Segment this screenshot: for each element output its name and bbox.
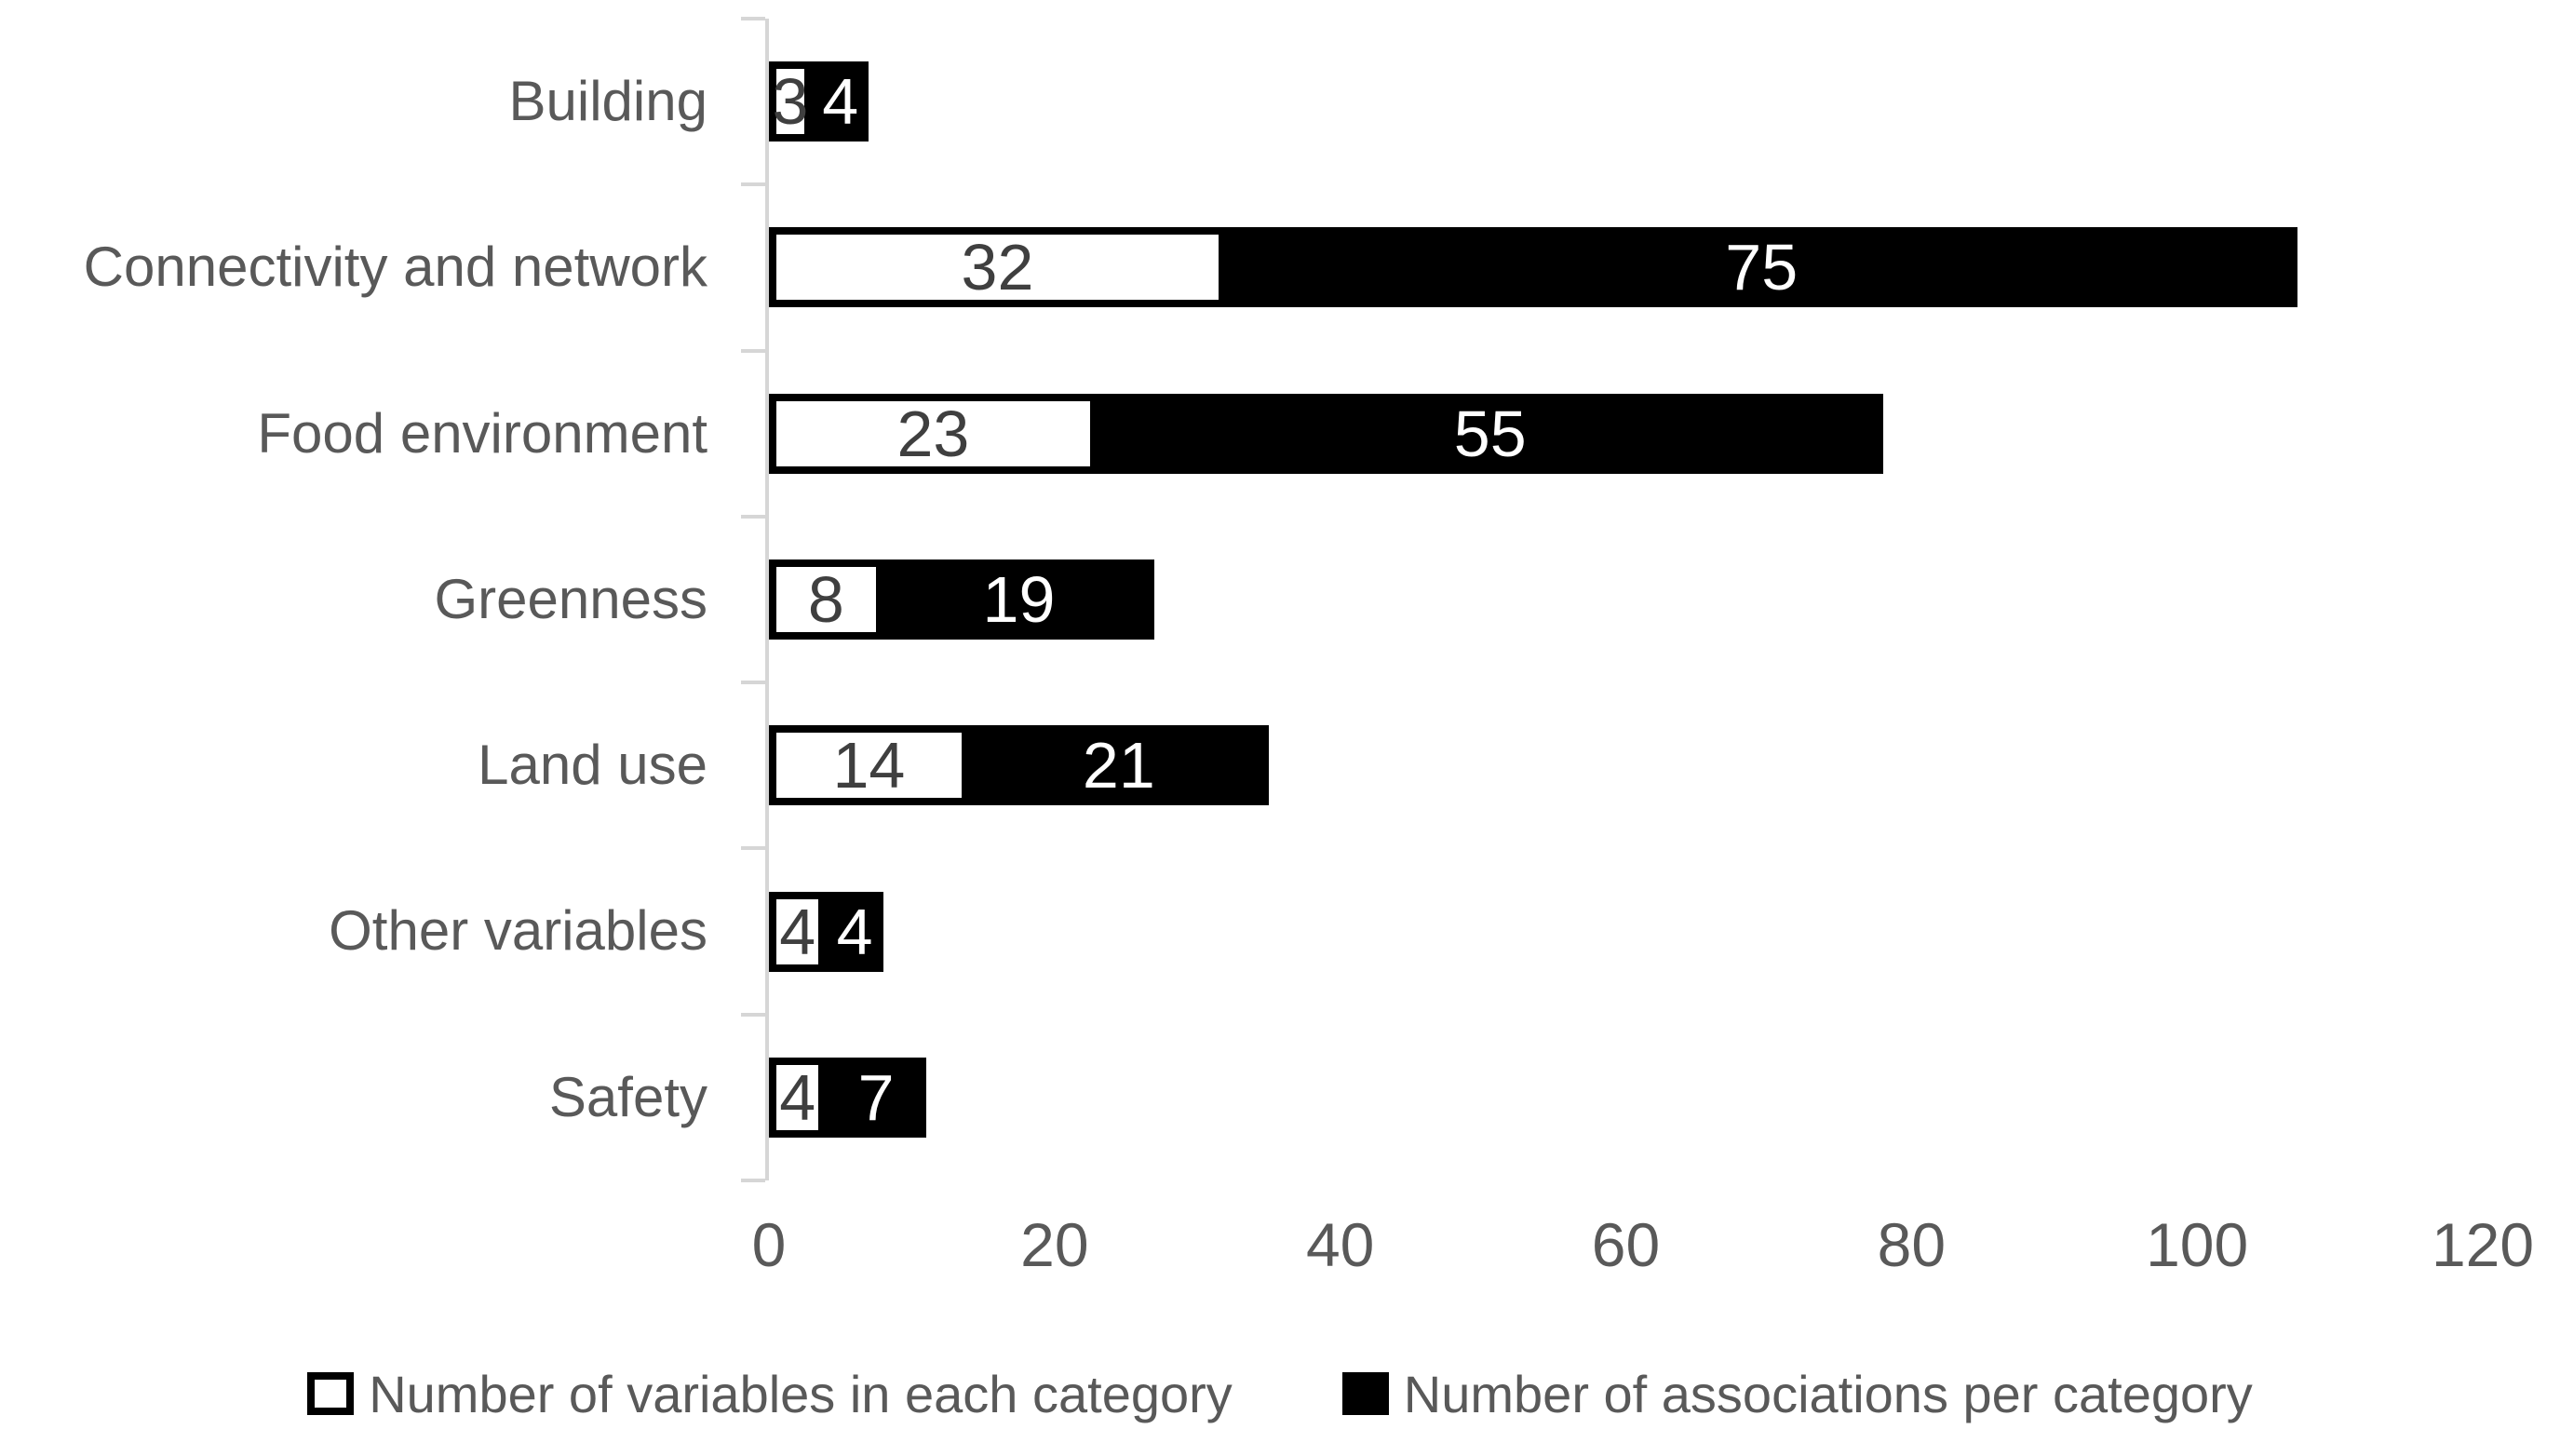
value-label: 7	[857, 1060, 895, 1134]
legend-swatch-variables-icon	[307, 1372, 355, 1415]
x-axis-tick-label: 40	[1305, 1210, 1375, 1279]
y-axis-tick-mark	[741, 514, 765, 519]
category-label: Safety	[548, 1065, 707, 1128]
value-label: 32	[961, 231, 1034, 304]
value-label: 23	[896, 397, 970, 470]
bar-segment-variables: 3	[769, 61, 813, 142]
bar-land-use: 14 21	[769, 725, 1269, 806]
value-label: 8	[807, 562, 844, 636]
x-axis-tick-label: 0	[751, 1210, 787, 1279]
value-label: 4	[779, 1060, 816, 1134]
y-axis-tick-mark	[741, 182, 765, 187]
y-axis-tick-mark	[741, 17, 765, 20]
chart-row: Land use 14 21	[0, 682, 2560, 848]
bar-segment-associations: 55	[1097, 393, 1883, 474]
bar-segment-variables: 8	[769, 559, 883, 640]
x-axis-tick-label: 20	[1020, 1210, 1089, 1279]
bar-segment-associations: 19	[883, 559, 1155, 640]
bar-segment-associations: 7	[826, 1057, 926, 1138]
chart-row: Connectivity and network 32 75	[0, 184, 2560, 350]
value-label: 75	[1725, 231, 1799, 304]
bar-segment-variables: 32	[769, 227, 1226, 308]
chart-row: Food environment 23 55	[0, 351, 2560, 517]
legend-label-associations: Number of associations per category	[1403, 1364, 2253, 1423]
category-label: Greenness	[434, 567, 708, 630]
bar-segment-associations: 4	[826, 891, 883, 972]
legend-item-variables: Number of variables in each category	[307, 1364, 1233, 1424]
value-label: 55	[1453, 397, 1527, 470]
bar-segment-associations: 4	[812, 61, 869, 142]
bar-connectivity-and-network: 32 75	[769, 227, 2297, 308]
bar-segment-variables: 14	[769, 725, 969, 806]
value-label: 21	[1082, 729, 1155, 802]
category-label: Other variables	[329, 899, 707, 963]
bar-segment-associations: 21	[968, 725, 1269, 806]
category-label: Food environment	[257, 401, 707, 465]
chart-row: Other variables 4 4	[0, 848, 2560, 1014]
chart-row: Building 3 4	[0, 19, 2560, 184]
y-axis-tick-mark	[741, 1179, 765, 1182]
x-axis-tick-label: 80	[1877, 1210, 1947, 1279]
y-axis-tick-mark	[741, 348, 765, 353]
legend-label-variables: Number of variables in each category	[369, 1364, 1233, 1423]
y-axis-tick-mark	[741, 681, 765, 685]
y-axis-line	[765, 19, 769, 1180]
legend-item-associations: Number of associations per category	[1341, 1364, 2253, 1424]
category-label: Connectivity and network	[83, 236, 707, 299]
legend-swatch-associations-icon	[1341, 1372, 1389, 1415]
category-label: Building	[508, 70, 708, 132]
bar-food-environment: 23 55	[769, 393, 1883, 474]
x-axis-tick-label: 100	[2146, 1210, 2249, 1279]
x-axis-tick-label: 60	[1591, 1210, 1661, 1279]
value-label: 4	[836, 895, 873, 968]
legend: Number of variables in each category Num…	[0, 1361, 2560, 1426]
value-label: 4	[779, 895, 816, 968]
bar-segment-variables: 4	[769, 891, 827, 972]
chart-row: Safety 4 7	[0, 1015, 2560, 1180]
y-axis-tick-mark	[741, 1012, 765, 1017]
category-label: Land use	[478, 734, 707, 797]
bar-segment-associations: 75	[1225, 227, 2297, 308]
bar-segment-variables: 23	[769, 393, 1098, 474]
value-label: 4	[822, 65, 859, 139]
y-axis-tick-mark	[741, 846, 765, 851]
bar-segment-variables: 4	[769, 1057, 827, 1138]
chart-row: Greenness 8 19	[0, 517, 2560, 682]
value-label: 3	[772, 65, 809, 139]
x-axis-tick-label: 120	[2431, 1210, 2535, 1279]
bar-greenness: 8 19	[769, 559, 1155, 640]
value-label: 14	[832, 729, 906, 802]
value-label: 19	[982, 562, 1056, 636]
